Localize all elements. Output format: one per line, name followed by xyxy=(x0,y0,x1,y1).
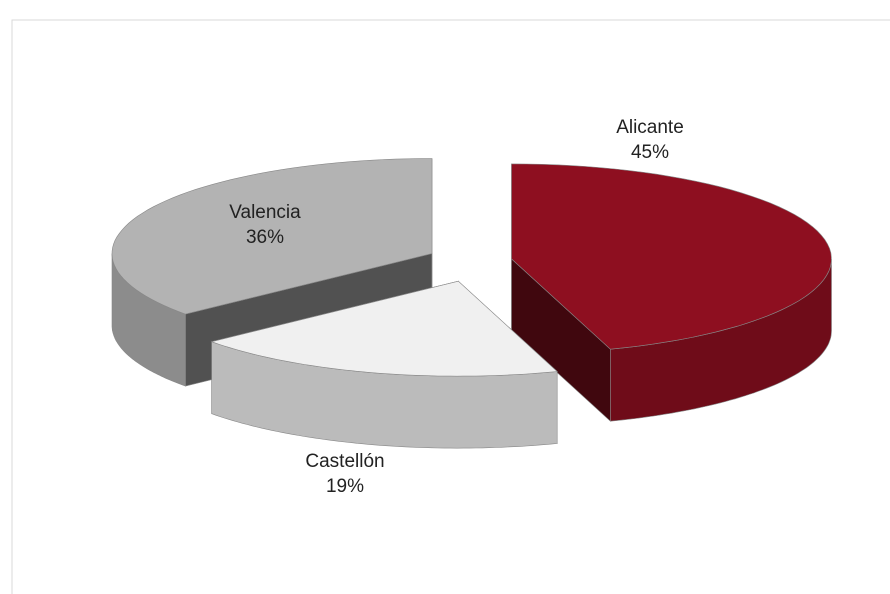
data-label-value: 45% xyxy=(631,142,669,163)
data-label-name: Alicante xyxy=(616,117,684,138)
data-label-name: Castellón xyxy=(305,451,384,472)
slice xyxy=(210,280,558,449)
slice-top xyxy=(111,158,433,315)
chart-frame xyxy=(11,19,890,594)
data-label-value: 19% xyxy=(326,476,364,497)
slice-top xyxy=(511,163,832,350)
data-label-name: Valencia xyxy=(229,202,301,223)
data-label-value: 36% xyxy=(246,227,284,248)
slice xyxy=(511,163,832,422)
slice-top xyxy=(210,280,558,377)
